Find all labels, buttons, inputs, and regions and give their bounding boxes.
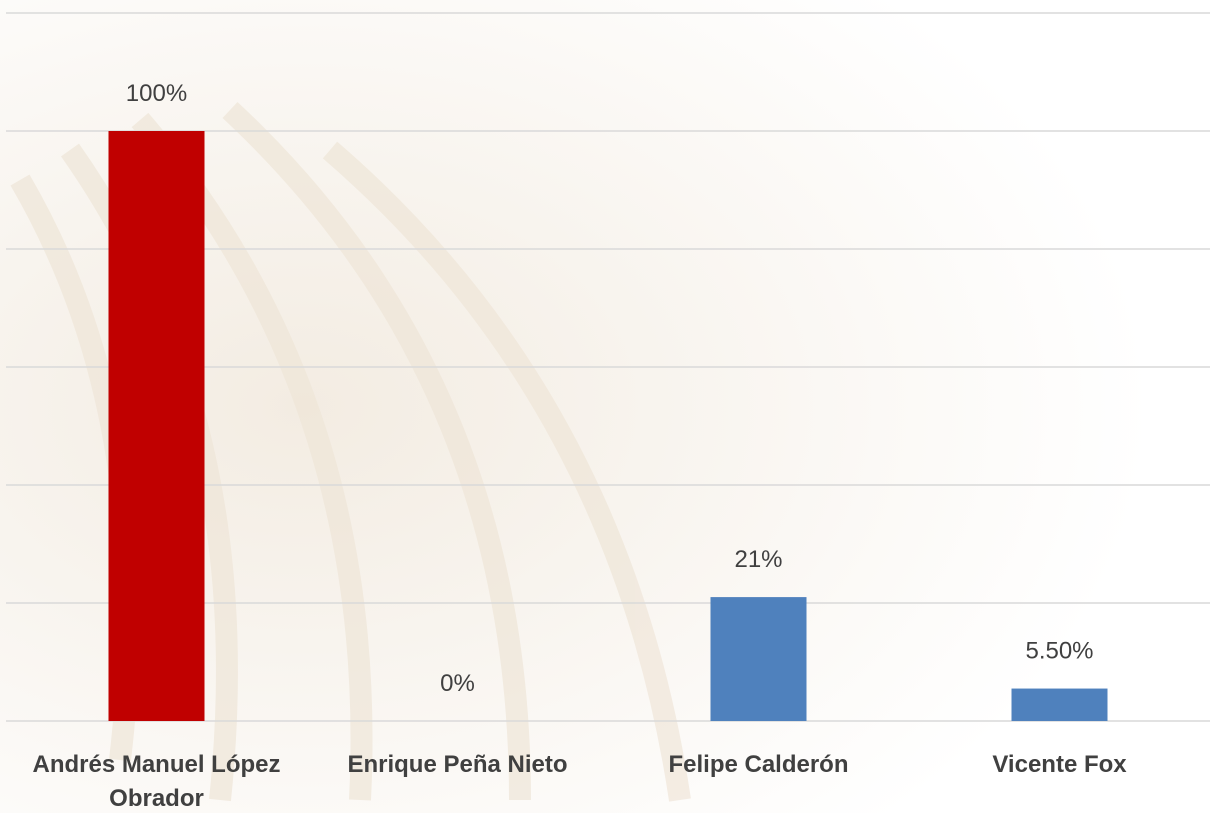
data-label: 5.50%: [1025, 638, 1093, 665]
data-label: 21%: [734, 546, 782, 573]
data-label: 100%: [126, 80, 187, 107]
x-tick-label: Andrés Manuel López Obrador: [6, 748, 307, 816]
chart: 100% 0% 21% 5.50%: [0, 0, 1211, 813]
x-tick-label: Enrique Peña Nieto: [307, 748, 608, 782]
data-label: 0%: [440, 670, 475, 697]
page: 100%0%21%5.50% (() => { const data = JSO…: [0, 0, 1211, 813]
bar: [711, 597, 807, 721]
x-tick-label: Felipe Calderón: [608, 748, 909, 782]
bar: [1012, 689, 1108, 721]
x-tick-label: Vicente Fox: [909, 748, 1210, 782]
bar: [109, 131, 205, 721]
